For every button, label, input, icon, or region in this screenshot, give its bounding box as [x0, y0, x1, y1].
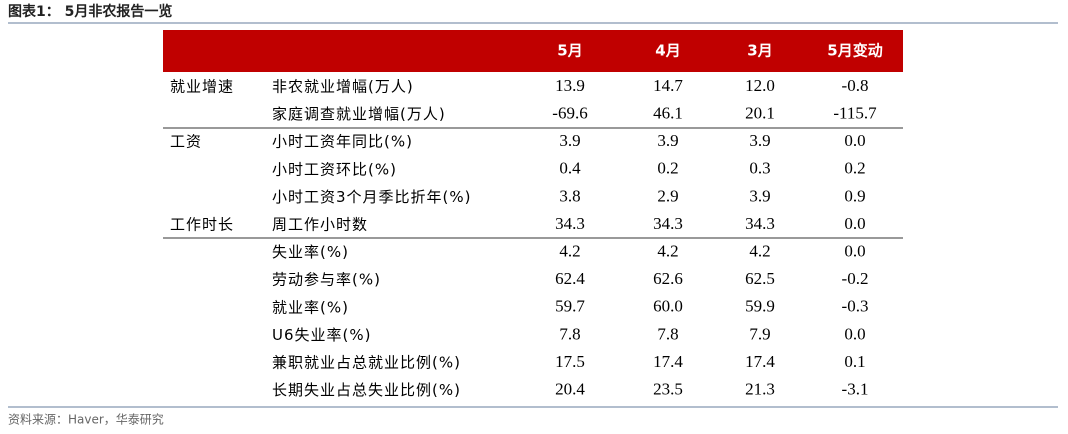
row-label: 小时工资环比(%)	[272, 160, 397, 178]
cell-value: 3.9	[749, 186, 770, 205]
cell-value: 62.4	[555, 269, 585, 288]
cell-value: -0.3	[842, 297, 869, 316]
row-group: 工资	[170, 133, 202, 151]
header-band	[163, 30, 903, 72]
cell-value: 20.4	[555, 380, 585, 399]
column-header: 5月	[557, 42, 582, 60]
cell-value: 17.4	[745, 352, 775, 371]
cell-value: 3.9	[559, 131, 580, 150]
cell-value: -0.8	[842, 76, 869, 95]
cell-value: 0.0	[844, 324, 865, 343]
cell-value: 60.0	[653, 297, 683, 316]
cell-value: 0.2	[844, 159, 865, 178]
cell-value: 7.8	[657, 324, 678, 343]
row-label: 非农就业增幅(万人)	[272, 78, 414, 96]
row-group: 就业增速	[170, 78, 234, 96]
cell-value: 34.3	[653, 214, 683, 233]
row-label: 周工作小时数	[272, 216, 368, 234]
cell-value: 17.5	[555, 352, 585, 371]
cell-value: -0.2	[842, 269, 869, 288]
cell-value: 17.4	[653, 352, 683, 371]
column-header: 4月	[655, 42, 680, 60]
cell-value: 59.9	[745, 297, 775, 316]
column-header: 5月变动	[827, 42, 882, 60]
row-label: 家庭调查就业增幅(万人)	[272, 105, 446, 123]
cell-value: 4.2	[749, 242, 770, 261]
cell-value: 3.9	[657, 131, 678, 150]
row-group: 工作时长	[170, 216, 234, 234]
cell-value: 7.9	[749, 324, 770, 343]
row-label: 失业率(%)	[272, 243, 349, 261]
cell-value: 14.7	[653, 76, 683, 95]
cell-value: 62.5	[745, 269, 775, 288]
cell-value: 59.7	[555, 297, 585, 316]
cell-value: 0.2	[657, 159, 678, 178]
cell-value: 0.4	[559, 159, 581, 178]
row-label: 小时工资年同比(%)	[272, 133, 413, 151]
cell-value: 0.3	[749, 159, 770, 178]
cell-value: 2.9	[657, 186, 678, 205]
row-label: 长期失业占总失业比例(%)	[272, 381, 461, 399]
cell-value: 20.1	[745, 104, 775, 123]
cell-value: 3.8	[559, 186, 580, 205]
cell-value: 4.2	[657, 242, 678, 261]
row-label: 就业率(%)	[272, 298, 349, 316]
cell-value: -3.1	[842, 380, 869, 399]
cell-value: -115.7	[833, 104, 877, 123]
cell-value: 62.6	[653, 269, 683, 288]
row-label: 劳动参与率(%)	[272, 271, 381, 289]
cell-value: 0.9	[844, 186, 865, 205]
cell-value: 0.0	[844, 131, 865, 150]
row-label: 兼职就业占总就业比例(%)	[272, 354, 461, 372]
figure-title: 图表1： 5月非农报告一览	[8, 3, 172, 20]
cell-value: -69.6	[552, 104, 587, 123]
cell-value: 3.9	[749, 131, 770, 150]
cell-value: 21.3	[745, 380, 775, 399]
cell-value: 34.3	[555, 214, 585, 233]
cell-value: 12.0	[745, 76, 775, 95]
cell-value: 13.9	[555, 76, 585, 95]
row-label: 小时工资3个月季比折年(%)	[272, 188, 472, 206]
cell-value: 7.8	[559, 324, 580, 343]
cell-value: 0.1	[844, 352, 865, 371]
cell-value: 0.0	[844, 242, 865, 261]
cell-value: 23.5	[653, 380, 683, 399]
cell-value: 0.0	[844, 214, 865, 233]
cell-value: 4.2	[559, 242, 580, 261]
cell-value: 34.3	[745, 214, 775, 233]
source-note: 资料来源：Haver，华泰研究	[8, 412, 164, 427]
cell-value: 46.1	[653, 104, 683, 123]
column-header: 3月	[747, 42, 772, 60]
row-label: U6失业率(%)	[272, 326, 371, 344]
